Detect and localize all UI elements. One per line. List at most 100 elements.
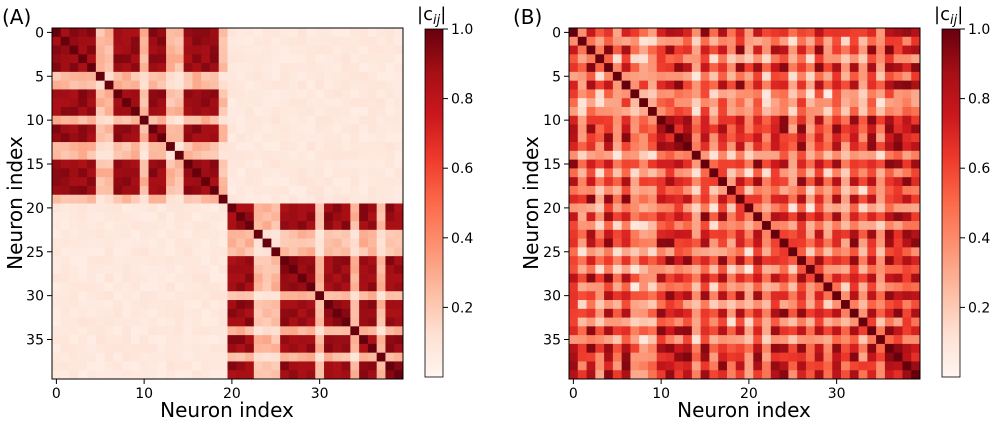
heatmap-cell [744,352,754,362]
heatmap-cell [683,203,693,213]
heatmap-cell [683,326,693,336]
heatmap-cell [849,352,859,362]
heatmap-cell [604,238,614,248]
heatmap-cell [902,194,912,204]
heatmap-cell [849,168,859,178]
heatmap-cell [262,335,272,345]
heatmap-cell [139,326,149,336]
heatmap-cell [113,98,123,108]
heatmap-cell [911,98,921,108]
heatmap-cell [183,194,193,204]
heatmap-cell [350,212,360,222]
heatmap-cell [174,63,185,73]
heatmap-cell [139,343,149,354]
heatmap-cell [867,308,877,318]
heatmap-cell [104,194,114,204]
heatmap-cell [69,98,79,108]
heatmap-cell [104,168,114,178]
heatmap-cell [394,159,404,169]
heatmap-cell [78,177,88,187]
heatmap-cell [753,326,763,336]
panel-b-x-label: Neuron index [677,398,811,422]
heatmap-cell [893,133,903,143]
heatmap-cell [639,106,649,117]
heatmap-cell [691,361,702,371]
heatmap-cell [805,142,816,152]
heatmap-cell [858,256,868,266]
heatmap-cell [700,229,710,239]
heatmap-cell [683,36,693,46]
heatmap-cell [367,168,378,178]
heatmap-cell [630,142,640,152]
heatmap-cell [157,300,167,310]
heatmap-cell [280,63,290,73]
heatmap-cell [911,177,921,187]
heatmap-cell [691,106,702,117]
heatmap-cell [385,71,395,82]
heatmap-cell [621,317,631,327]
heatmap-cell [683,177,693,187]
heatmap-cell [867,229,877,239]
heatmap-cell [700,221,710,231]
heatmap-cell [69,185,79,196]
heatmap-cell [630,177,640,187]
heatmap-cell [858,142,868,152]
heatmap-cell [753,264,763,275]
heatmap-cell [341,36,351,46]
heatmap-cell [174,142,185,152]
heatmap-cell [280,291,290,301]
heatmap-cell [647,229,658,239]
heatmap-cell [797,361,807,371]
heatmap-cell [849,54,859,64]
heatmap-cell [858,229,868,239]
heatmap-cell [148,229,158,239]
heatmap-cell [630,115,640,125]
heatmap-cell [893,317,903,327]
heatmap-cell [902,185,912,196]
heatmap-cell [569,335,579,345]
heatmap-cell [148,264,158,275]
heatmap-cell [683,45,693,55]
heatmap-cell [911,168,921,178]
heatmap-cell [359,45,369,55]
heatmap-cell [911,282,921,292]
heatmap-cell [350,291,360,301]
heatmap-cell [744,317,754,327]
heatmap-cell [814,89,824,99]
heatmap-cell [236,185,246,196]
heatmap-cell [753,98,763,108]
heatmap-cell [586,273,596,283]
heatmap-cell [315,308,325,318]
heatmap-cell [130,212,141,222]
heatmap-cell [849,106,859,117]
heatmap-cell [858,98,868,108]
heatmap-cell [52,370,62,380]
heatmap-cell [709,71,719,82]
heatmap-cell [841,194,851,204]
heatmap-cell [604,177,614,187]
heatmap-cell [218,177,228,187]
heatmap-cell [700,177,710,187]
heatmap-cell [884,273,895,283]
heatmap-cell [577,177,587,187]
heatmap-cell [700,212,710,222]
heatmap-cell [849,256,859,266]
heatmap-cell [324,124,334,134]
heatmap-cell [183,273,193,283]
heatmap-cell [52,159,62,169]
heatmap-cell [87,282,97,292]
heatmap-cell [876,185,886,196]
heatmap-cell [595,98,605,108]
heatmap-cell [586,150,596,161]
heatmap-cell [647,352,658,362]
heatmap-cell [253,282,263,292]
heatmap-cell [788,54,798,64]
heatmap-cell [297,168,307,178]
colorbar-tick-label: 0.6 [968,161,990,177]
heatmap-cell [95,229,106,239]
heatmap-cell [174,335,185,345]
heatmap-cell [867,115,877,125]
heatmap-cell [218,238,228,248]
heatmap-cell [744,177,754,187]
heatmap-cell [762,142,772,152]
